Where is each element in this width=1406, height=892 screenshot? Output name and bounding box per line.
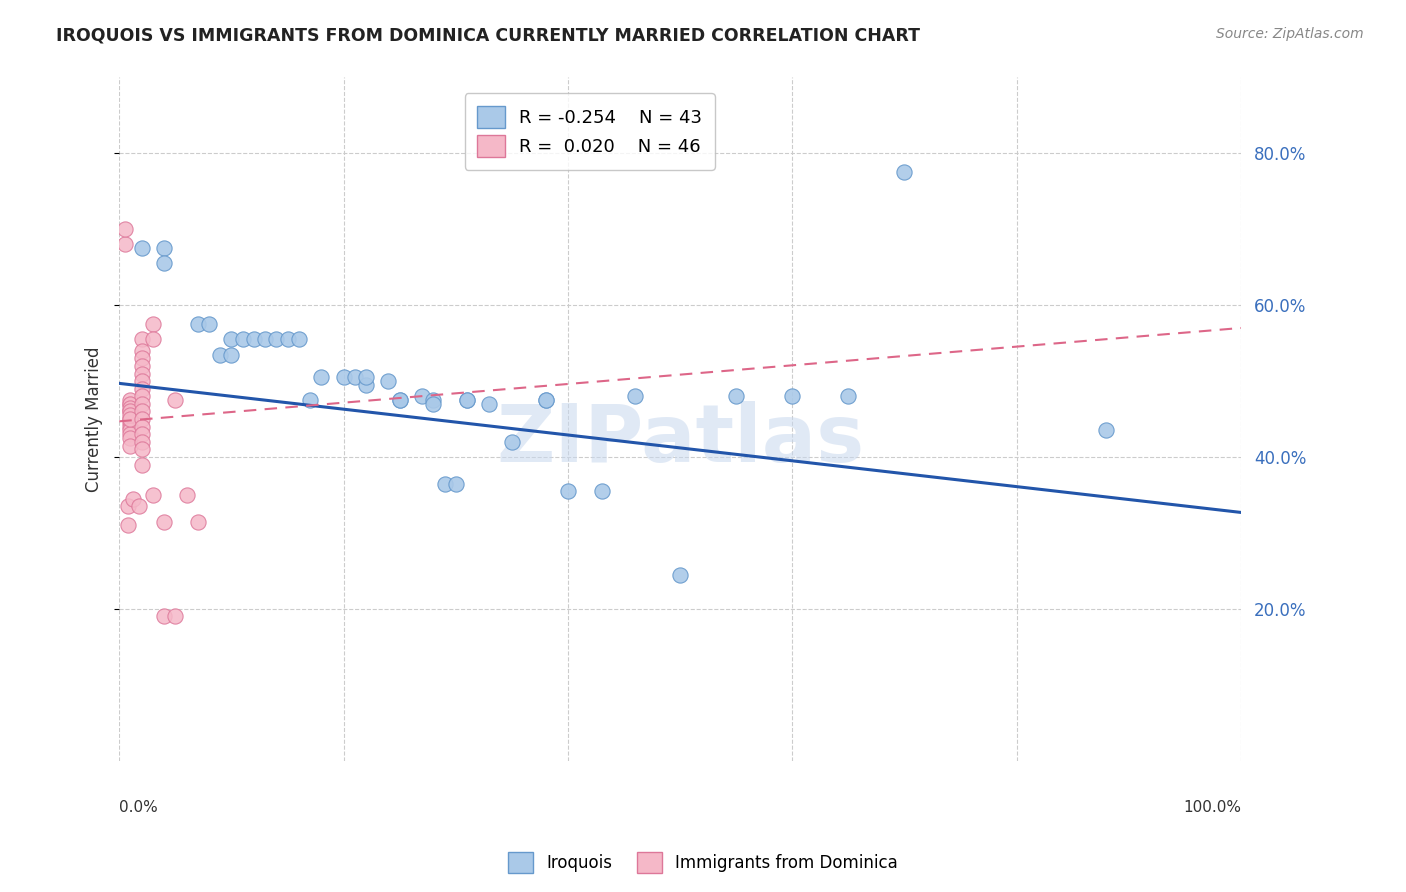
Point <box>131 343 153 358</box>
Point <box>120 427 142 442</box>
Point <box>309 370 332 384</box>
Point <box>131 332 153 346</box>
Point <box>131 374 153 388</box>
Point <box>243 332 266 346</box>
Point <box>501 434 523 449</box>
Point <box>287 332 309 346</box>
Point <box>131 389 153 403</box>
Point <box>120 401 142 415</box>
Point <box>669 567 692 582</box>
Point <box>117 500 139 514</box>
Point <box>254 332 277 346</box>
Point <box>120 412 142 426</box>
Point <box>221 347 243 361</box>
Point <box>332 370 354 384</box>
Point <box>120 393 142 408</box>
Point <box>131 351 153 366</box>
Point <box>343 370 366 384</box>
Point <box>534 393 557 408</box>
Point <box>456 393 478 408</box>
Point <box>456 393 478 408</box>
Point <box>534 393 557 408</box>
Point <box>131 382 153 396</box>
Point <box>153 515 176 529</box>
Point <box>131 458 153 472</box>
Point <box>131 404 153 418</box>
Point <box>187 515 209 529</box>
Point <box>120 419 142 434</box>
Point <box>780 389 803 403</box>
Point <box>142 332 165 346</box>
Point <box>422 393 444 408</box>
Point <box>176 488 198 502</box>
Point <box>131 397 153 411</box>
Point <box>422 397 444 411</box>
Point <box>187 317 209 331</box>
Y-axis label: Currently Married: Currently Married <box>86 346 103 491</box>
Point <box>377 374 399 388</box>
Text: Source: ZipAtlas.com: Source: ZipAtlas.com <box>1216 27 1364 41</box>
Point <box>131 241 153 255</box>
Point <box>120 404 142 418</box>
Text: IROQUOIS VS IMMIGRANTS FROM DOMINICA CURRENTLY MARRIED CORRELATION CHART: IROQUOIS VS IMMIGRANTS FROM DOMINICA CUR… <box>56 27 921 45</box>
Text: 0.0%: 0.0% <box>120 799 157 814</box>
Point <box>354 370 377 384</box>
Text: 100.0%: 100.0% <box>1182 799 1241 814</box>
Point <box>131 434 153 449</box>
Point <box>411 389 433 403</box>
Point <box>120 439 142 453</box>
Point <box>165 393 187 408</box>
Point <box>120 431 142 445</box>
Point <box>120 412 142 426</box>
Point <box>114 222 136 236</box>
Point <box>120 397 142 411</box>
Point <box>131 419 153 434</box>
Point <box>1095 424 1118 438</box>
Point <box>121 491 143 506</box>
Point <box>444 476 467 491</box>
Point <box>232 332 254 346</box>
Point <box>142 317 165 331</box>
Point <box>221 332 243 346</box>
Point <box>153 609 176 624</box>
Point <box>198 317 221 331</box>
Point <box>624 389 647 403</box>
Point <box>433 476 456 491</box>
Point <box>131 359 153 373</box>
Point <box>117 518 139 533</box>
Point <box>354 377 377 392</box>
Point <box>478 397 501 411</box>
Legend: Iroquois, Immigrants from Dominica: Iroquois, Immigrants from Dominica <box>501 846 905 880</box>
Point <box>142 488 165 502</box>
Point <box>120 424 142 438</box>
Point <box>114 237 136 252</box>
Legend: R = -0.254    N = 43, R =  0.020    N = 46: R = -0.254 N = 43, R = 0.020 N = 46 <box>465 94 714 169</box>
Point <box>276 332 298 346</box>
Point <box>131 412 153 426</box>
Point <box>557 484 579 499</box>
Point <box>120 404 142 418</box>
Point <box>120 397 142 411</box>
Point <box>131 427 153 442</box>
Point <box>893 165 915 179</box>
Point <box>120 416 142 430</box>
Point <box>153 256 176 270</box>
Point <box>388 393 411 408</box>
Point <box>131 367 153 381</box>
Point <box>725 389 748 403</box>
Point <box>120 409 142 423</box>
Point <box>165 609 187 624</box>
Point <box>128 500 150 514</box>
Point <box>388 393 411 408</box>
Point <box>131 442 153 457</box>
Point <box>298 393 321 408</box>
Point <box>209 347 232 361</box>
Point <box>153 241 176 255</box>
Point <box>837 389 859 403</box>
Text: ZIPatlas: ZIPatlas <box>496 401 865 478</box>
Point <box>591 484 613 499</box>
Point <box>266 332 288 346</box>
